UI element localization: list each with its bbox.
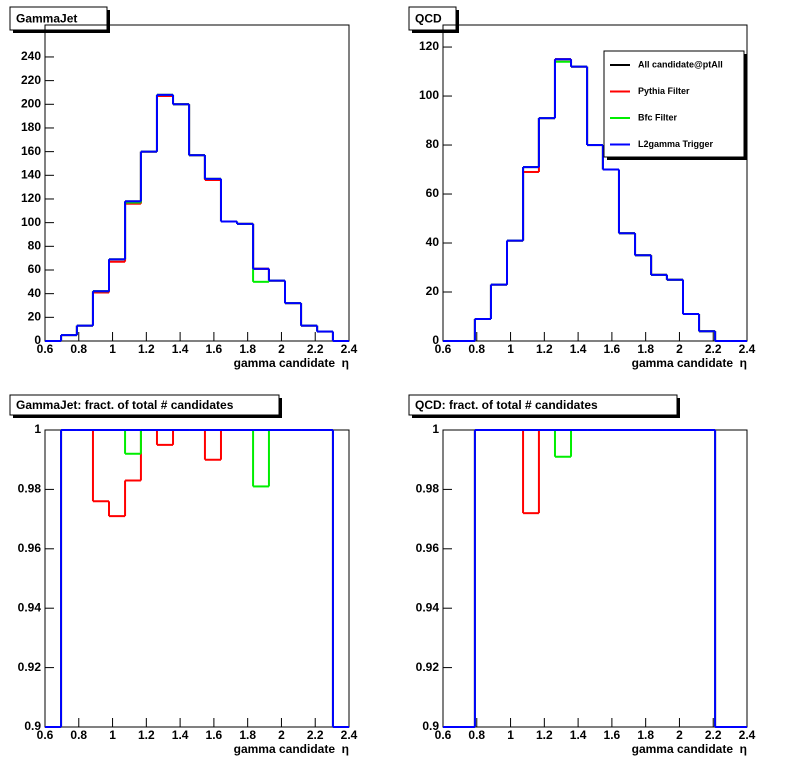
y-tick-label: 0.92 — [18, 660, 42, 674]
x-tick-label: 1 — [507, 728, 514, 742]
title-box — [408, 6, 457, 31]
y-tick-label: 120 — [419, 39, 439, 53]
y-tick-label: 60 — [28, 262, 42, 276]
y-tick-label: 220 — [21, 73, 41, 87]
y-tick-label: 180 — [21, 120, 41, 134]
y-tick-label: 0.98 — [18, 482, 42, 496]
x-tick-label: 0.8 — [468, 728, 485, 742]
legend-label: L2gamma Trigger — [638, 139, 714, 149]
y-tick-label: 100 — [21, 215, 41, 229]
x-tick-label: 1.4 — [570, 342, 587, 356]
x-tick-label: 1.6 — [206, 728, 223, 742]
x-tick-label: 2.2 — [307, 728, 324, 742]
x-tick-label: 1.4 — [172, 728, 189, 742]
chart-title: GammaJet: fract. of total # candidates — [16, 398, 234, 412]
x-tick-label: 0.6 — [37, 342, 54, 356]
y-tick-label: 0.98 — [416, 482, 440, 496]
y-tick-label: 0 — [34, 333, 41, 347]
x-tick-label: 0.8 — [70, 342, 87, 356]
x-tick-label: 0.6 — [435, 728, 452, 742]
x-tick-label: 1 — [507, 342, 514, 356]
x-tick-label: 2.2 — [705, 728, 722, 742]
y-tick-label: 1 — [34, 422, 41, 436]
x-tick-label: 1.6 — [604, 342, 621, 356]
y-tick-label: 80 — [28, 238, 42, 252]
x-tick-label: 1.2 — [138, 342, 155, 356]
title-box — [408, 394, 678, 416]
x-axis-label: gamma candidate η — [234, 742, 349, 756]
y-tick-label: 0.94 — [18, 600, 42, 614]
y-tick-label: 200 — [21, 96, 41, 110]
x-tick-label: 2.4 — [341, 728, 358, 742]
y-tick-label: 0.92 — [416, 660, 440, 674]
x-tick-label: 2.2 — [705, 342, 722, 356]
y-tick-label: 0 — [432, 333, 439, 347]
x-tick-label: 0.8 — [70, 728, 87, 742]
plot-frame — [442, 429, 748, 728]
y-tick-label: 60 — [426, 186, 440, 200]
chart-title: GammaJet — [16, 12, 77, 26]
x-tick-label: 2 — [278, 342, 285, 356]
x-tick-label: 2.2 — [307, 342, 324, 356]
x-tick-label: 1.2 — [536, 728, 553, 742]
y-tick-label: 0.96 — [416, 541, 440, 555]
plot-frame — [442, 24, 748, 342]
x-tick-label: 1.8 — [239, 728, 256, 742]
y-tick-label: 240 — [21, 49, 41, 63]
legend-label: All candidate@ptAll — [638, 59, 723, 69]
x-tick-label: 1 — [109, 728, 116, 742]
plot-frame — [44, 24, 350, 342]
y-tick-label: 20 — [426, 284, 440, 298]
x-tick-label: 0.6 — [435, 342, 452, 356]
title-box — [9, 394, 280, 416]
x-axis-label: gamma candidate η — [234, 356, 349, 370]
x-tick-label: 2.4 — [739, 342, 756, 356]
x-tick-label: 2 — [676, 342, 683, 356]
x-tick-label: 1.4 — [172, 342, 189, 356]
y-tick-label: 0.9 — [422, 719, 439, 733]
x-axis-label: gamma candidate η — [632, 742, 747, 756]
x-tick-label: 1.8 — [239, 342, 256, 356]
legend-label: Bfc Filter — [638, 112, 678, 122]
x-tick-label: 2.4 — [739, 728, 756, 742]
y-tick-label: 120 — [21, 191, 41, 205]
x-tick-label: 1.4 — [570, 728, 587, 742]
x-tick-label: 1.8 — [637, 342, 654, 356]
x-tick-label: 0.6 — [37, 728, 54, 742]
title-box — [9, 6, 108, 31]
x-tick-label: 1.6 — [206, 342, 223, 356]
y-tick-label: 0.9 — [24, 719, 41, 733]
x-axis-label: gamma candidate η — [632, 356, 747, 370]
y-tick-label: 20 — [28, 310, 42, 324]
x-tick-label: 1 — [109, 342, 116, 356]
y-tick-label: 0.96 — [18, 541, 42, 555]
x-tick-label: 2 — [676, 728, 683, 742]
y-tick-label: 80 — [426, 137, 440, 151]
x-tick-label: 1.2 — [536, 342, 553, 356]
x-tick-label: 2 — [278, 728, 285, 742]
y-tick-label: 40 — [28, 286, 42, 300]
x-tick-label: 1.6 — [604, 728, 621, 742]
y-tick-label: 40 — [426, 235, 440, 249]
legend-label: Pythia Filter — [638, 86, 690, 96]
plot-frame — [44, 429, 350, 728]
x-tick-label: 1.2 — [138, 728, 155, 742]
chart-title: QCD — [415, 12, 442, 26]
chart-title: QCD: fract. of total # candidates — [415, 398, 598, 412]
x-tick-label: 1.8 — [637, 728, 654, 742]
y-tick-label: 140 — [21, 167, 41, 181]
y-tick-label: 0.94 — [416, 600, 440, 614]
y-tick-label: 1 — [432, 422, 439, 436]
y-tick-label: 100 — [419, 88, 439, 102]
x-tick-label: 0.8 — [468, 342, 485, 356]
legend-box — [603, 50, 745, 158]
y-tick-label: 160 — [21, 144, 41, 158]
x-tick-label: 2.4 — [341, 342, 358, 356]
